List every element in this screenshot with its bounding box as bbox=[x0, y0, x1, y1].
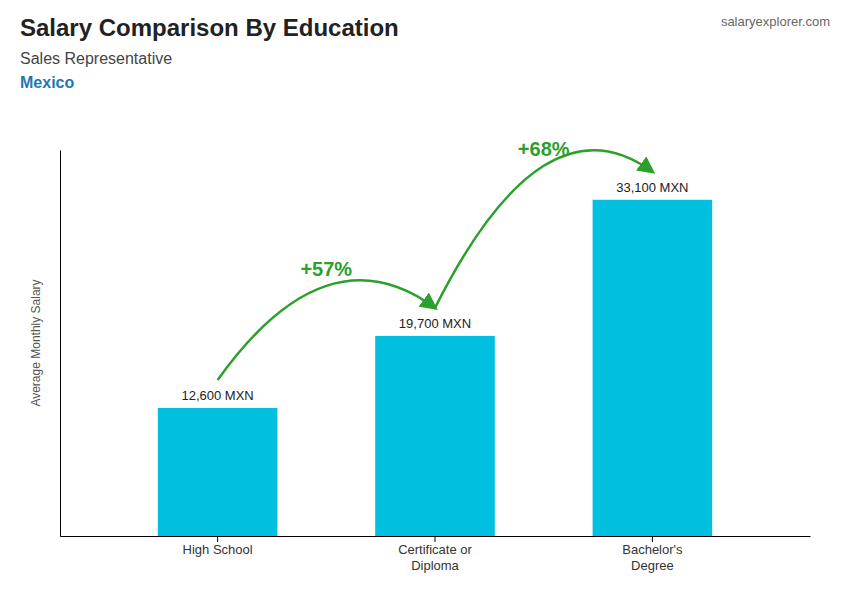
x-tick-label: Bachelor'sDegree bbox=[622, 542, 683, 573]
x-tick-mark bbox=[217, 536, 218, 542]
data-label: 33,100 MXN bbox=[616, 180, 688, 195]
x-tick: Bachelor'sDegree bbox=[622, 536, 683, 573]
data-labels: 12,600 MXN 19,700 MXN 33,100 MXN bbox=[181, 180, 688, 403]
x-tick-label-line: Degree bbox=[631, 558, 674, 573]
x-tick-label: Certificate orDiploma bbox=[398, 542, 472, 573]
change-arrow bbox=[435, 150, 652, 308]
bar bbox=[375, 336, 495, 536]
x-tick-mark bbox=[652, 536, 653, 542]
x-tick-label-line: Diploma bbox=[411, 558, 459, 573]
watermark: salaryexplorer.com bbox=[721, 14, 830, 29]
change-label: +57% bbox=[300, 258, 352, 280]
y-axis-title: Average Monthly Salary bbox=[29, 279, 43, 406]
data-label: 12,600 MXN bbox=[181, 388, 253, 403]
x-axis: High School Certificate orDiploma Bachelor… bbox=[61, 536, 811, 573]
change-arrows: +57% +68% bbox=[218, 138, 653, 380]
y-axis bbox=[60, 151, 61, 537]
bar bbox=[593, 200, 713, 536]
x-tick: High School bbox=[183, 536, 253, 557]
data-label: 19,700 MXN bbox=[399, 316, 471, 331]
x-tick-label: High School bbox=[183, 542, 253, 557]
x-tick: Certificate orDiploma bbox=[398, 536, 472, 573]
x-tick-label-line: Certificate or bbox=[398, 542, 472, 557]
bar bbox=[158, 408, 278, 536]
x-tick-label-line: Bachelor's bbox=[622, 542, 683, 557]
country: Mexico bbox=[20, 74, 74, 91]
x-tick-label-line: High School bbox=[183, 542, 253, 557]
title: Salary Comparison By Education bbox=[20, 14, 399, 41]
x-tick-mark bbox=[435, 536, 436, 542]
change-label: +68% bbox=[518, 138, 570, 160]
change-arrow bbox=[218, 280, 435, 380]
bars bbox=[158, 200, 712, 536]
subtitle: Sales Representative bbox=[20, 50, 172, 67]
chart: Salary Comparison By Education Sales Repr… bbox=[0, 0, 850, 606]
y-axis-line bbox=[60, 151, 61, 537]
